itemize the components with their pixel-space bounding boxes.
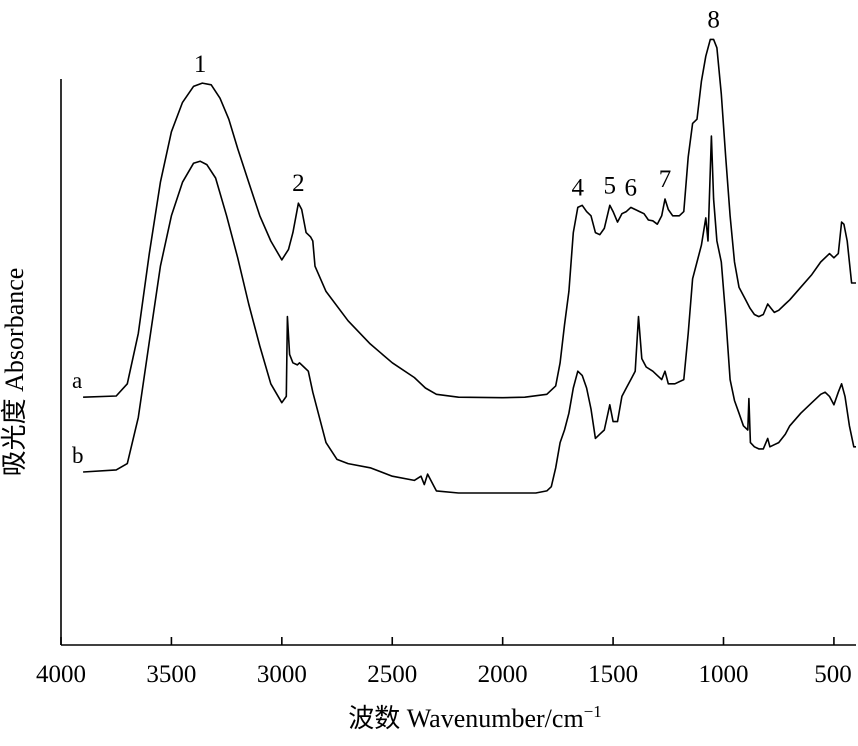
axes [60,79,856,646]
x-axis-title: 波数 Wavenumber/cm−1 [348,702,602,733]
peak-label-5: 5 [604,172,617,199]
x-axis-title-text: 波数 Wavenumber/cm [348,704,583,733]
x-tick-label: 1000 [699,661,749,688]
x-tick-label: 3000 [257,661,307,688]
x-tick-label: 1500 [588,661,638,688]
x-tick-label: 3500 [146,661,196,688]
peak-label-4: 4 [572,174,585,201]
x-tick-label: 4000 [36,661,86,688]
spectrum-line-a [83,38,856,399]
peak-label-7: 7 [659,166,672,193]
x-tick-label: 500 [814,661,852,688]
series-label-b: b [72,443,84,468]
peak-label-8: 8 [707,6,720,33]
x-tick-label: 2000 [478,661,528,688]
peak-label-1: 1 [194,51,207,78]
x-axis-ticks: 4000 3500 3000 2500 2000 1500 1000 500 [36,637,852,688]
series-labels: ab [72,368,84,468]
series-label-a: a [72,368,82,393]
peak-label-6: 6 [625,174,638,201]
x-tick-label: 2500 [367,661,417,688]
peak-label-2: 2 [292,170,305,197]
peak-annotations: 1 2 4 5 6 7 8 [194,6,720,201]
series-group [83,38,856,494]
y-axis-title: 吸光度 Absorbance [0,268,29,477]
x-axis-title-superscript: −1 [584,702,602,721]
spectrum-line-b [83,135,856,494]
